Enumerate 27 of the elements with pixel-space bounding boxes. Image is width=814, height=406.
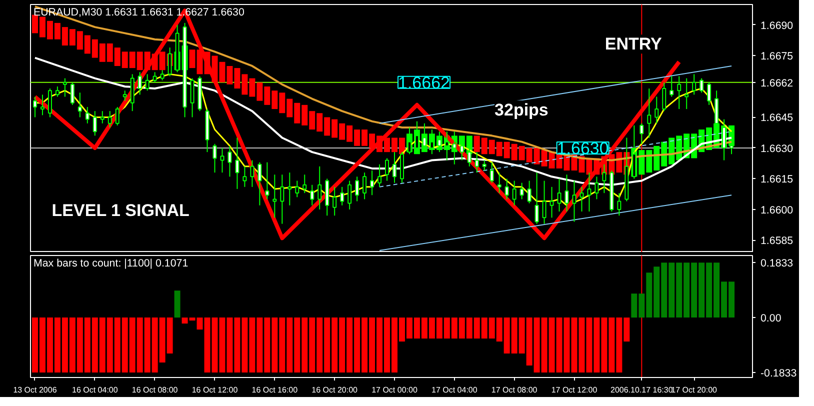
y-tick-label: 1.6615 xyxy=(760,174,794,186)
annotation: ENTRY xyxy=(604,34,663,54)
x-tick-label: 16 Oct 08:00 xyxy=(132,386,178,394)
ref-line-label: 1.6630 xyxy=(760,142,794,155)
x-tick-label: 17 Oct 20:00 xyxy=(671,386,718,394)
x-tick-label: 17 Oct 00:00 xyxy=(372,386,418,394)
x-tick-label: 16 Oct 04:00 xyxy=(72,386,118,394)
y-tick-label: 1.6645 xyxy=(760,112,794,124)
x-tick-label: 17 Oct 08:00 xyxy=(491,386,538,394)
y-tick-label: 0.1833 xyxy=(760,258,794,270)
x-tick-label: 13 Oct 2006 xyxy=(13,386,58,394)
y-tick-label: 1.6600 xyxy=(760,204,794,216)
x-tick-label: 16 Oct 16:00 xyxy=(252,386,298,394)
y-tick-label: 1.6690 xyxy=(760,20,794,32)
chart-title: Max bars to count: |1100| 0.1071 xyxy=(34,258,188,270)
x-tick-label: 16 Oct 12:00 xyxy=(192,386,238,394)
y-tick-label: 1.6675 xyxy=(760,50,794,63)
ref-line-label: 1.6662 xyxy=(760,77,794,90)
y-tick-label: 1.6585 xyxy=(760,235,794,248)
annotation: 32pips xyxy=(494,100,548,120)
y-tick-label: -0.1833 xyxy=(760,367,797,380)
x-tick-label: 17 Oct 04:00 xyxy=(432,386,478,394)
annotation: LEVEL 1 SIGNAL xyxy=(52,200,190,220)
x-tick-label: 17 Oct 12:00 xyxy=(551,386,598,394)
x-tick-label: 16 Oct 20:00 xyxy=(312,386,358,394)
y-tick-label: 0.00 xyxy=(760,312,782,325)
x-tick-label: 2006.10.17 16:30 xyxy=(610,386,674,394)
